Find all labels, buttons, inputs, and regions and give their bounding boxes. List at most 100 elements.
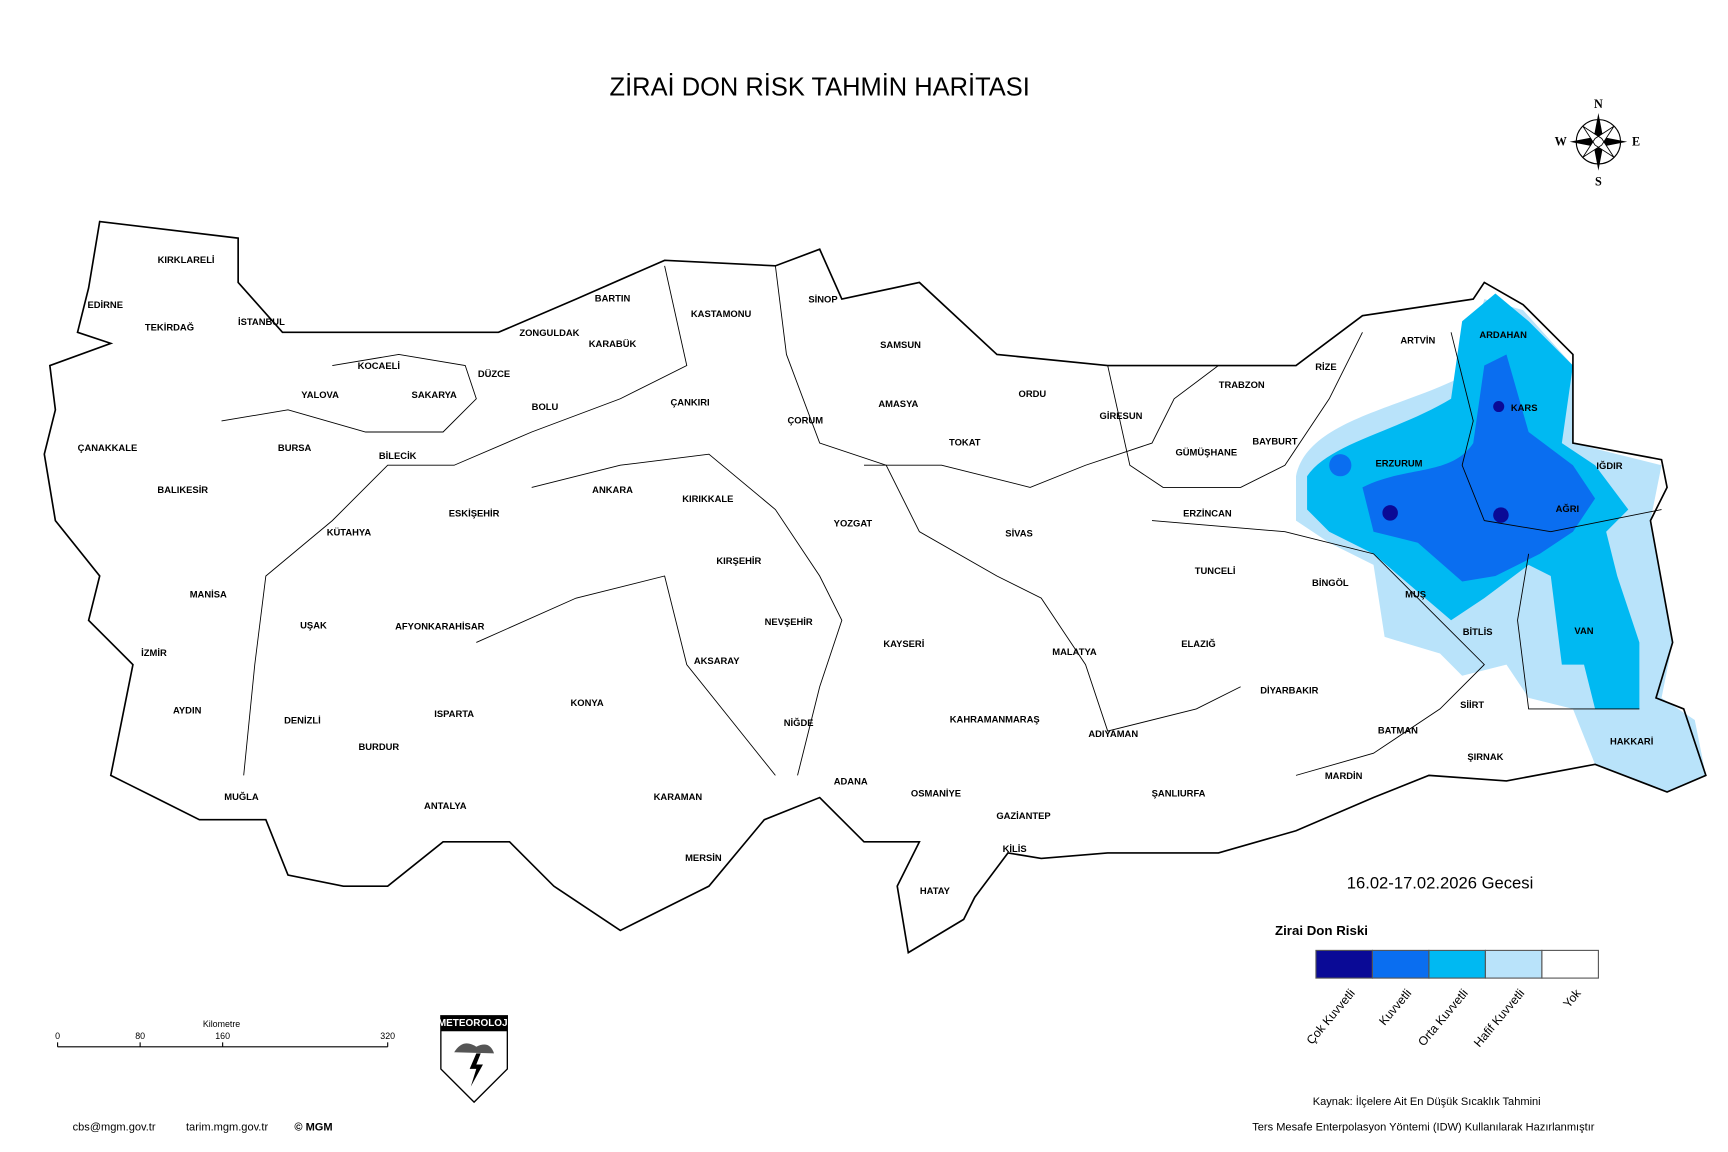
map-title: ZİRAİ DON RİSK TAHMİN HARİTASI bbox=[610, 72, 1030, 101]
province-label: ADIYAMAN bbox=[1088, 728, 1138, 739]
province-label: KIRKLARELİ bbox=[158, 254, 215, 265]
province-label: ANKARA bbox=[592, 484, 633, 495]
country-border bbox=[43, 220, 1707, 954]
province-label: ÇORUM bbox=[788, 414, 824, 425]
risk-area bbox=[1493, 400, 1505, 413]
risk-areas bbox=[1296, 293, 1706, 792]
legend-title: Zirai Don Riski bbox=[1275, 923, 1368, 938]
compass-star bbox=[1582, 125, 1615, 158]
logo-bolt bbox=[469, 1053, 483, 1087]
province-label: BOLU bbox=[532, 401, 559, 412]
logo-text: METEOROLOJİ bbox=[438, 1018, 511, 1029]
province-label: KAHRAMANMARAŞ bbox=[950, 713, 1040, 724]
province-label: AMASYA bbox=[878, 398, 918, 409]
province-label: HAKKARİ bbox=[1610, 736, 1653, 747]
province-label: AFYONKARAHİSAR bbox=[395, 620, 485, 631]
province-label: KARABÜK bbox=[589, 338, 637, 349]
province-border bbox=[1517, 553, 1640, 710]
province-label: EDİRNE bbox=[87, 299, 123, 310]
province-label: KONYA bbox=[571, 697, 604, 708]
province-border bbox=[1151, 520, 1485, 776]
source-line: Ters Mesafe Enterpolasyon Yöntemi (IDW) … bbox=[1252, 1122, 1595, 1134]
forecast-date: 16.02-17.02.2026 Gecesi bbox=[1347, 873, 1534, 892]
province-borders bbox=[221, 265, 1662, 776]
legend-label: Hafif Kuvvetli bbox=[1471, 986, 1527, 1049]
province-border bbox=[476, 575, 776, 776]
province-label: İZMİR bbox=[141, 647, 167, 658]
province-label: ŞIRNAK bbox=[1467, 751, 1503, 762]
province-label: NEVŞEHİR bbox=[765, 616, 813, 627]
province-label: İSTANBUL bbox=[238, 316, 285, 327]
risk-area bbox=[1329, 454, 1352, 477]
province-border bbox=[221, 354, 477, 433]
footer-copyright: © MGM bbox=[294, 1122, 332, 1134]
legend-label: Orta Kuvvetli bbox=[1415, 986, 1471, 1048]
province-label: SİNOP bbox=[808, 294, 837, 305]
province-label: ERZURUM bbox=[1375, 458, 1422, 469]
province-label: ADANA bbox=[834, 776, 868, 787]
province-label: MERSİN bbox=[685, 852, 722, 863]
province-label: HATAY bbox=[920, 885, 951, 896]
province-label: ZONGULDAK bbox=[519, 327, 579, 338]
province-label: DİYARBAKIR bbox=[1260, 685, 1318, 696]
province-label: TUNCELİ bbox=[1195, 565, 1236, 576]
legend-label: Yok bbox=[1560, 986, 1584, 1011]
legend-swatch bbox=[1541, 949, 1599, 979]
province-label: KAYSERİ bbox=[883, 638, 924, 649]
scale-tick-label: 320 bbox=[380, 1031, 395, 1041]
footer-site: tarim.mgm.gov.tr bbox=[186, 1122, 268, 1134]
province-label: AYDIN bbox=[173, 705, 202, 716]
scale-unit: Kilometre bbox=[203, 1019, 240, 1029]
province-label: KIRIKKALE bbox=[682, 493, 733, 504]
province-label: TEKİRDAĞ bbox=[145, 321, 194, 332]
province-border bbox=[864, 365, 1219, 488]
province-label: NİĞDE bbox=[784, 717, 814, 728]
province-label: OSMANİYE bbox=[911, 788, 961, 799]
country bbox=[44, 221, 1706, 953]
province-label: ESKİŞEHİR bbox=[449, 507, 500, 518]
logo-band bbox=[440, 1015, 508, 1032]
province-label: ORDU bbox=[1019, 388, 1047, 399]
legend-swatch bbox=[1484, 949, 1543, 979]
province-labels: KIRKLARELİ EDİRNE TEKİRDAĞ İSTANBUL KOCAELİ Y… bbox=[78, 254, 1654, 896]
province-label: KARS bbox=[1511, 402, 1538, 413]
province-label: ARTVİN bbox=[1400, 335, 1435, 346]
province-label: MUŞ bbox=[1405, 588, 1426, 599]
province-label: KÜTAHYA bbox=[327, 526, 372, 537]
province-label: ARDAHAN bbox=[1479, 329, 1527, 340]
scale-tick-label: 160 bbox=[215, 1031, 230, 1041]
legend-label: Kuvvetli bbox=[1376, 986, 1414, 1028]
legend-swatch bbox=[1371, 949, 1430, 979]
legend: Çok Kuvvetli Kuvvetli Orta Kuvvetli Hafif K… bbox=[1304, 949, 1599, 1050]
province-label: BURSA bbox=[278, 442, 312, 453]
legend-swatch bbox=[1428, 949, 1486, 979]
province-border bbox=[1107, 332, 1363, 488]
province-label: BAYBURT bbox=[1252, 435, 1297, 446]
province-label: YALOVA bbox=[301, 389, 339, 400]
province-label: MANİSA bbox=[190, 588, 227, 599]
province-label: BİTLİS bbox=[1463, 626, 1493, 637]
compass-east: E bbox=[1632, 135, 1640, 149]
footer-email: cbs@mgm.gov.tr bbox=[73, 1122, 156, 1134]
province-label: BİLECİK bbox=[379, 450, 417, 461]
country-fill bbox=[44, 221, 1706, 953]
province-label: MARDİN bbox=[1325, 770, 1363, 781]
province-label: UŞAK bbox=[300, 619, 327, 630]
province-label: KARAMAN bbox=[654, 791, 703, 802]
logo: METEOROLOJİ bbox=[438, 1015, 511, 1104]
province-border bbox=[774, 265, 1241, 732]
province-label: DÜZCE bbox=[478, 368, 510, 379]
risk-area bbox=[1362, 354, 1596, 582]
province-label: ERZİNCAN bbox=[1183, 507, 1232, 518]
province-label: KIRŞEHİR bbox=[716, 555, 761, 566]
province-label: ISPARTA bbox=[434, 708, 474, 719]
province-border bbox=[531, 453, 843, 776]
province-label: KİLİS bbox=[1003, 843, 1027, 854]
province-label: AKSARAY bbox=[694, 655, 740, 666]
province-label: BİNGÖL bbox=[1312, 577, 1349, 588]
scale-tick-label: 80 bbox=[135, 1031, 145, 1041]
compass-south: S bbox=[1595, 175, 1602, 189]
province-label: DENİZLİ bbox=[284, 715, 321, 726]
province-label: SAKARYA bbox=[412, 389, 458, 400]
